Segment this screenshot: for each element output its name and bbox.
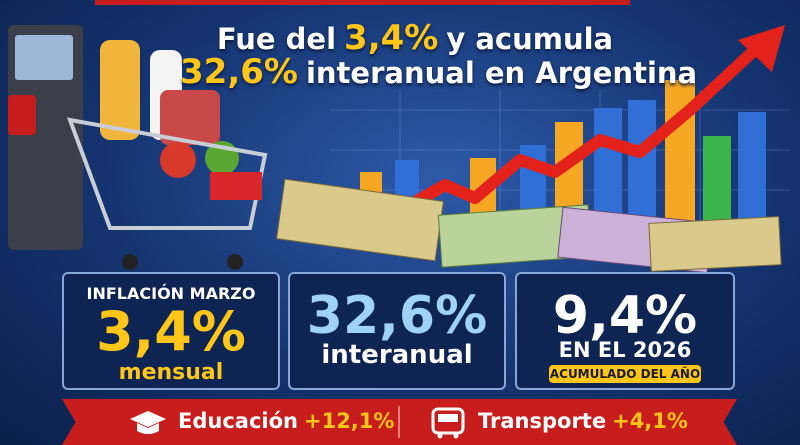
footer-item: Transporte +4,1% (478, 409, 688, 433)
card-caption: interanual (321, 340, 473, 370)
stat-card: INFLACIÓN MARZO 3,4% mensual (62, 272, 280, 390)
bus-icon (431, 407, 465, 439)
headline-text: Fue del (216, 22, 337, 56)
decor-bars (360, 80, 766, 222)
fuel-pump (8, 25, 83, 250)
headline-text: y acumula (446, 22, 614, 56)
headline-text: interanual en Argentina (305, 56, 698, 90)
headline-number: 3,4% (344, 18, 439, 58)
card-value: 9,4% (552, 286, 698, 346)
stat-card: 9,4% EN EL 2026 ACUMULADO DEL AÑO (515, 272, 735, 390)
headline-line: 32,6% interanual en Argentina (180, 52, 697, 92)
card-value: 3,4% (96, 300, 246, 363)
card-badge: ACUMULADO DEL AÑO (549, 365, 701, 383)
headline-number: 32,6% (180, 52, 298, 92)
arrow-head (738, 25, 785, 72)
footer-label: Transporte (478, 409, 607, 433)
footer-item: Educación +12,1% (178, 409, 394, 433)
trend-arrow (407, 40, 765, 211)
top-bar (95, 0, 630, 5)
banknotes (276, 178, 782, 274)
graduation-icon (130, 411, 166, 434)
footer-value: +12,1% (303, 409, 395, 433)
footer-value: +4,1% (612, 409, 688, 433)
headline-line: Fue del 3,4% y acumula (180, 18, 650, 58)
shopping-cart (66, 40, 268, 270)
card-value: 32,6% (306, 286, 488, 346)
divider (398, 406, 400, 438)
card-caption: mensual (118, 360, 224, 385)
card-label: INFLACIÓN MARZO (86, 284, 256, 303)
stat-card: 32,6% interanual (288, 272, 506, 390)
footer-label: Educación (178, 409, 298, 433)
card-caption: EN EL 2026 (558, 338, 692, 362)
